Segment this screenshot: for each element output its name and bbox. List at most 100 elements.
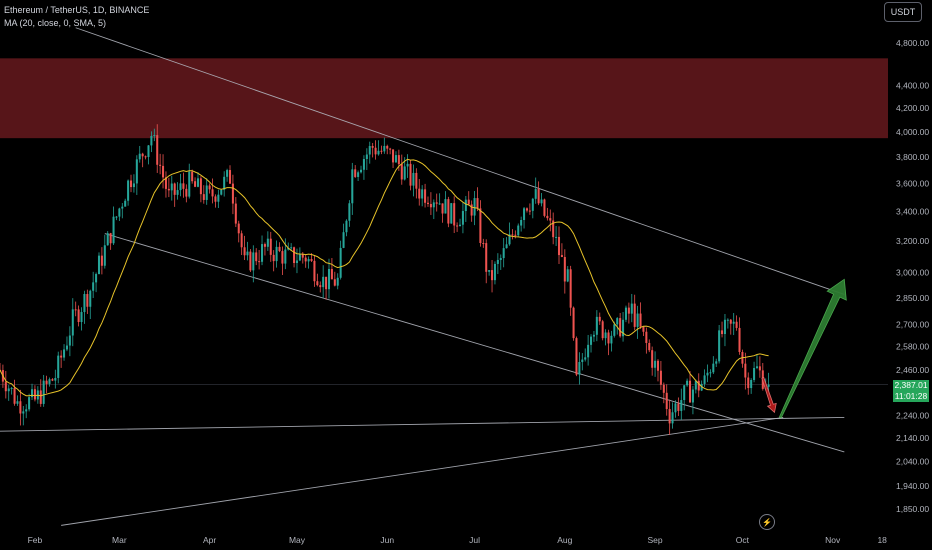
upper-channel-line bbox=[75, 27, 845, 295]
candle-body bbox=[525, 208, 528, 211]
candle-body bbox=[540, 199, 543, 204]
candle-body bbox=[377, 150, 380, 155]
candle-body bbox=[598, 316, 601, 322]
candle-body bbox=[196, 178, 199, 187]
candle-body bbox=[520, 219, 523, 226]
price-axis[interactable]: 4,800.00 4,400.00 4,200.00 4,000.00 3,800.00… bbox=[896, 38, 929, 514]
candle-body bbox=[179, 183, 182, 191]
candle-body bbox=[89, 290, 92, 307]
candle-body bbox=[339, 247, 342, 278]
candle-body bbox=[83, 294, 86, 313]
time-axis[interactable]: Feb Mar Apr May Jun Jul Aug Sep Oct Nov 18 bbox=[28, 535, 888, 545]
candle-body bbox=[432, 202, 435, 208]
candle-body bbox=[758, 366, 761, 371]
candle-body bbox=[409, 163, 412, 186]
candle-body bbox=[750, 379, 753, 389]
projection-arrows bbox=[761, 278, 847, 419]
candle-body bbox=[214, 196, 217, 202]
candle-body bbox=[167, 188, 170, 191]
y-tick-label: 2,040.00 bbox=[896, 456, 929, 466]
candle-body bbox=[543, 199, 546, 216]
x-tick-label: Aug bbox=[557, 535, 572, 545]
candle-body bbox=[476, 198, 479, 209]
candle-body bbox=[278, 246, 281, 252]
candle-body bbox=[211, 189, 214, 197]
candle-body bbox=[397, 155, 400, 165]
candle-body bbox=[581, 359, 584, 363]
y-tick-label: 4,200.00 bbox=[896, 103, 929, 113]
x-tick-label: Apr bbox=[203, 535, 216, 545]
currency-button[interactable]: USDT bbox=[884, 2, 922, 22]
candle-body bbox=[421, 189, 424, 199]
candle-body bbox=[109, 233, 112, 244]
candle-body bbox=[686, 380, 689, 386]
candle-body bbox=[453, 203, 456, 226]
lightning-icon[interactable]: ⚡ bbox=[759, 514, 775, 530]
candle-body bbox=[124, 200, 127, 207]
candle-body bbox=[645, 331, 648, 343]
y-tick-label: 2,700.00 bbox=[896, 319, 929, 329]
candle-body bbox=[587, 344, 590, 358]
indicator-label[interactable]: MA (20, close, 0, SMA, 5) bbox=[4, 18, 107, 28]
candle-body bbox=[170, 183, 173, 191]
candle-body bbox=[444, 199, 447, 214]
candle-body bbox=[266, 238, 269, 247]
candle-body bbox=[732, 321, 735, 324]
candle-body bbox=[354, 169, 357, 177]
candle-body bbox=[689, 380, 692, 403]
candle-body bbox=[654, 360, 657, 368]
y-tick-label: 3,400.00 bbox=[896, 207, 929, 217]
candle-body bbox=[13, 387, 16, 404]
x-tick-label: Mar bbox=[112, 535, 127, 545]
candle-body bbox=[592, 334, 595, 337]
candle-body bbox=[680, 400, 683, 411]
candle-body bbox=[555, 236, 558, 238]
candle-body bbox=[249, 251, 252, 271]
candle-body bbox=[135, 159, 138, 184]
last-price-value: 2,387.01 bbox=[894, 379, 928, 390]
candle-body bbox=[712, 363, 715, 373]
candle-body bbox=[330, 269, 333, 280]
candle-body bbox=[607, 332, 610, 344]
candle-body bbox=[502, 248, 505, 259]
candle-body bbox=[310, 259, 313, 261]
candle-body bbox=[162, 165, 165, 178]
candle-body bbox=[738, 327, 741, 352]
candle-body bbox=[426, 202, 430, 204]
candle-body bbox=[202, 194, 205, 200]
candle-body bbox=[668, 409, 671, 424]
candle-body bbox=[563, 257, 566, 282]
candle-body bbox=[537, 189, 540, 204]
candle-body bbox=[627, 307, 630, 314]
candle-body bbox=[31, 389, 34, 398]
candle-body bbox=[147, 145, 150, 158]
candle-body bbox=[138, 153, 141, 160]
countdown-timer: 11:01:28 bbox=[894, 390, 928, 401]
candle-body bbox=[304, 257, 307, 262]
candle-body bbox=[479, 208, 482, 244]
candle-body bbox=[723, 319, 726, 335]
symbol-title[interactable]: Ethereum / TetherUS, 1D, BINANCE bbox=[4, 5, 150, 15]
x-tick-label: May bbox=[289, 535, 306, 545]
y-tick-label: 4,400.00 bbox=[896, 80, 929, 90]
candle-body bbox=[205, 185, 208, 200]
candle-body bbox=[348, 203, 351, 221]
candle-body bbox=[438, 203, 441, 205]
candle-body bbox=[662, 384, 665, 393]
candle-body bbox=[298, 253, 301, 261]
candle-body bbox=[371, 146, 374, 148]
candle-body bbox=[48, 379, 51, 384]
candle-body bbox=[601, 321, 604, 339]
candle-body bbox=[560, 255, 563, 258]
candle-body bbox=[639, 313, 642, 327]
x-tick-label: Jul bbox=[469, 535, 480, 545]
candle-body bbox=[103, 245, 106, 266]
candle-body bbox=[715, 361, 718, 364]
candle-body bbox=[362, 159, 365, 170]
candle-body bbox=[642, 326, 645, 332]
y-tick-label: 2,460.00 bbox=[896, 365, 929, 375]
candle-body bbox=[269, 238, 272, 255]
candle-body bbox=[604, 332, 607, 339]
candle-body bbox=[307, 259, 310, 262]
